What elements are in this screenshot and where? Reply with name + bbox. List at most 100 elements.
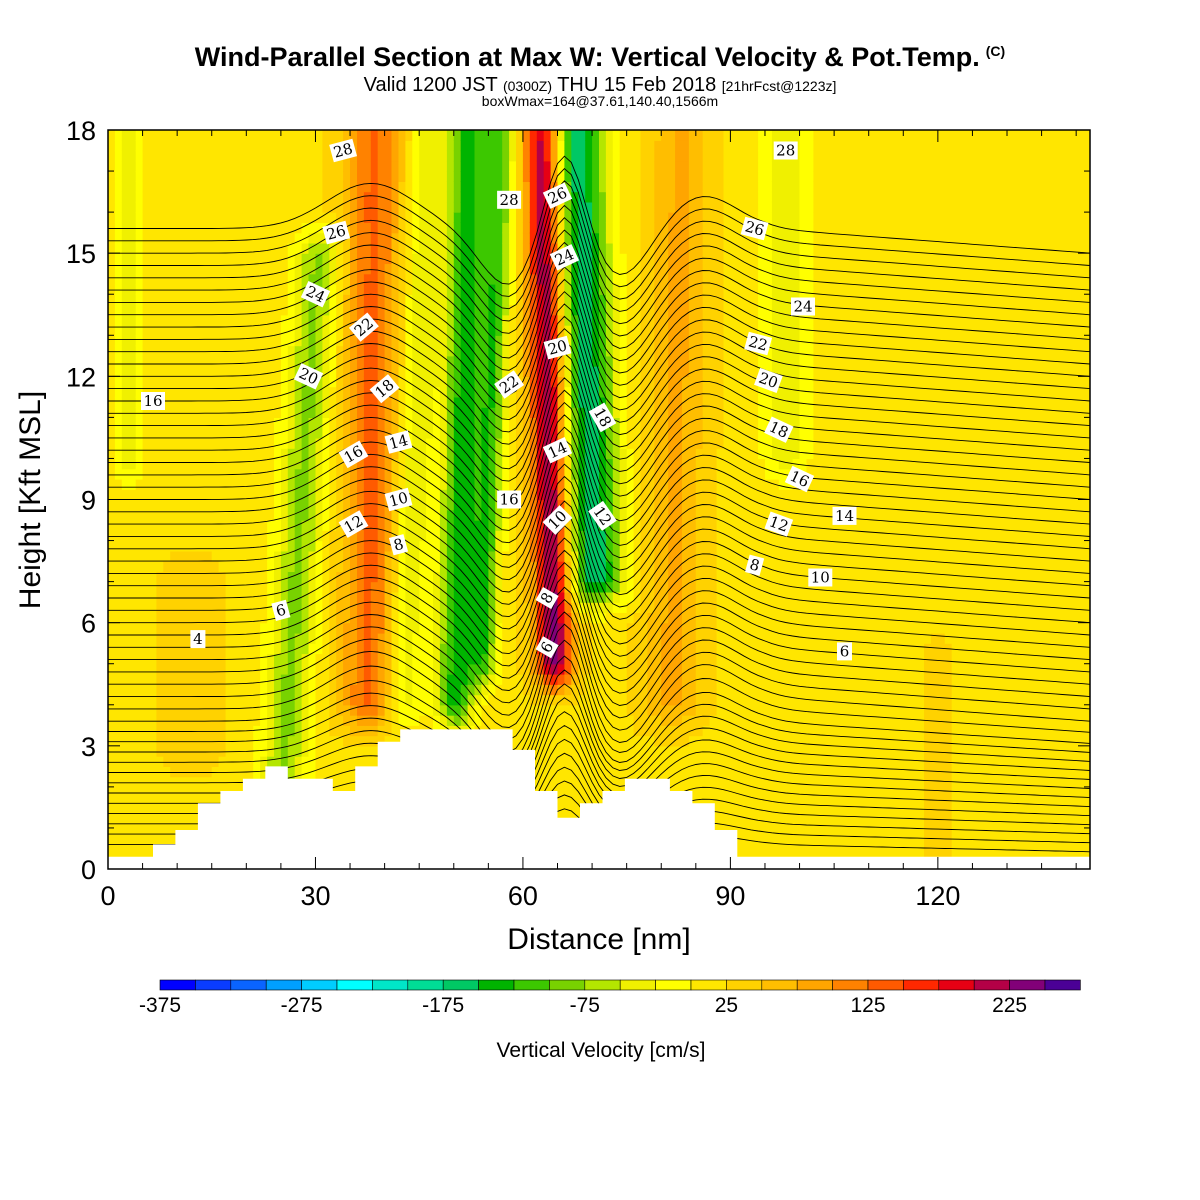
velocity-cell [108,366,116,377]
velocity-cell [398,201,406,213]
velocity-cell [543,725,552,737]
velocity-cell [156,797,164,809]
velocity-cell [301,766,310,778]
velocity-cell [426,407,434,418]
velocity-cell [301,242,310,254]
velocity-cell [398,284,406,295]
velocity-cell [308,602,316,613]
velocity-cell [536,201,545,213]
velocity-cell [149,263,157,275]
velocity-cell [585,745,593,757]
velocity-cell [550,468,559,480]
velocity-cell [184,304,192,316]
velocity-cell [246,396,254,408]
velocity-cell [204,222,213,234]
velocity-cell [128,376,137,388]
velocity-cell [267,232,275,244]
velocity-cell [135,232,144,244]
velocity-cell [114,458,123,470]
velocity-cell [121,838,130,850]
velocity-cell [350,273,358,285]
velocity-cell [287,468,296,480]
velocity-cell [287,766,296,778]
velocity-cell [384,160,393,172]
velocity-cell [446,201,455,213]
velocity-cell [529,201,538,213]
velocity-cell [426,684,434,696]
velocity-cell [135,171,144,182]
velocity-cell [315,766,323,778]
velocity-cell [287,150,296,162]
velocity-cell [184,540,192,552]
velocity-cell [336,571,344,583]
velocity-cell [184,530,192,542]
velocity-cell [426,468,434,480]
velocity-cell [184,263,192,275]
velocity-cell [108,520,116,531]
velocity-cell [495,520,503,531]
velocity-cell [336,242,344,254]
velocity-cell [557,417,565,429]
velocity-cell [571,171,579,182]
velocity-cell [274,581,282,593]
velocity-cell [529,304,538,316]
velocity-cell [135,653,144,665]
velocity-cell [433,284,441,295]
velocity-cell [488,273,496,285]
velocity-cell [495,653,503,665]
velocity-cell [114,674,123,685]
velocity-cell [121,848,130,860]
velocity-cell [128,191,137,203]
velocity-cell [287,417,296,429]
velocity-cell [294,160,303,172]
velocity-cell [522,674,531,685]
velocity-cell [184,817,192,829]
velocity-cell [426,335,434,347]
velocity-cell [163,807,171,819]
velocity-cell [578,591,586,603]
velocity-cell [343,355,351,367]
velocity-cell [301,325,310,336]
velocity-cell [502,407,510,418]
velocity-cell [177,335,185,347]
velocity-cell [191,479,199,490]
velocity-cell [294,181,303,193]
velocity-cell [460,653,469,665]
velocity-cell [433,571,441,583]
velocity-cell [509,284,517,295]
velocity-cell [481,674,489,685]
velocity-cell [177,150,185,162]
velocity-cell [204,786,213,798]
velocity-cell [550,140,559,152]
velocity-cell [184,479,192,490]
velocity-cell [108,684,116,696]
velocity-cell [329,160,337,172]
velocity-cell [232,232,240,244]
velocity-cell [142,345,151,357]
velocity-cell [197,407,206,418]
velocity-cell [232,294,240,306]
velocity-cell [211,222,220,234]
velocity-cell [481,571,489,583]
velocity-cell [377,222,386,234]
velocity-cell [550,663,559,675]
velocity-cell [253,160,261,172]
velocity-cell [550,489,559,501]
velocity-cell [536,242,545,254]
velocity-cell [267,530,275,542]
velocity-cell [522,581,531,593]
velocity-cell [419,355,427,367]
velocity-cell [260,704,268,716]
velocity-cell [571,591,579,603]
velocity-cell [495,684,503,696]
velocity-cell [343,694,351,706]
velocity-cell [571,540,579,552]
velocity-cell [294,345,303,357]
velocity-cell [260,160,268,172]
velocity-cell [391,622,399,634]
velocity-cell [412,448,420,460]
velocity-cell [211,704,220,716]
velocity-cell [370,530,379,542]
velocity-cell [260,591,268,603]
velocity-cell [446,386,455,398]
